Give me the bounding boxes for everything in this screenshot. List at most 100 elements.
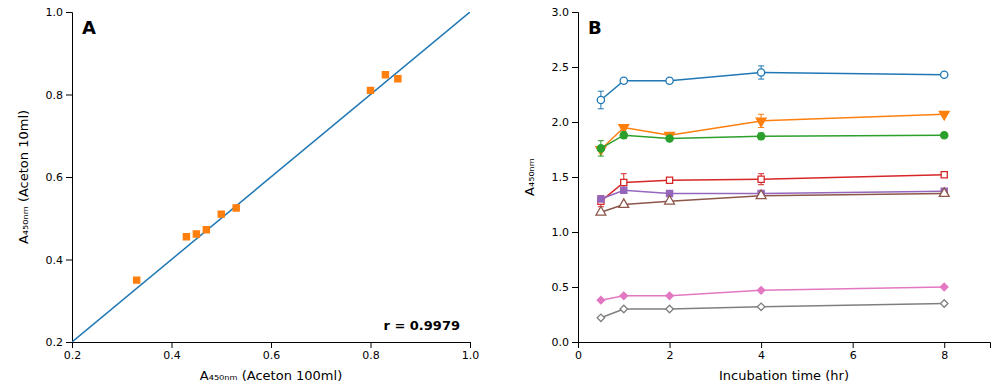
error-bar-line: [598, 140, 604, 141]
series: [134, 72, 401, 284]
tick-label: 0.2: [64, 349, 82, 362]
panel-label: B: [588, 17, 602, 38]
tick-label: 0.8: [46, 89, 64, 102]
x-axis-title: Incubation time (hr): [719, 368, 849, 383]
tick-mark: [66, 95, 72, 96]
point: [218, 211, 224, 217]
tick-label: 1.0: [462, 349, 480, 362]
point: [597, 145, 604, 152]
error-bar: [758, 133, 764, 140]
x-axis-title: A₄₅₀ₙₘ (Aceton 100ml): [200, 368, 342, 383]
point: [596, 207, 606, 216]
point: [757, 287, 764, 294]
tick: 2.5: [552, 61, 579, 74]
point: [203, 227, 209, 233]
plot-area: [596, 66, 949, 322]
tick-mark: [66, 342, 72, 343]
tick-label: 2.0: [552, 116, 570, 129]
point: [367, 87, 373, 93]
tick: 2: [667, 342, 674, 362]
tick: 0.5: [552, 281, 579, 294]
error-bar-line: [758, 79, 764, 80]
tick-mark: [572, 342, 578, 343]
error-bar: [598, 196, 604, 207]
tick: 0.2: [64, 342, 82, 362]
tick-mark: [853, 342, 854, 348]
tick-label: 0.4: [163, 349, 181, 362]
tick-mark: [371, 342, 372, 348]
error-bar-line: [758, 173, 764, 174]
error-bar-line: [598, 156, 604, 157]
point: [666, 305, 673, 312]
point: [758, 176, 764, 182]
point: [757, 69, 764, 76]
tick-mark: [470, 342, 471, 348]
point: [193, 231, 199, 237]
series: [597, 283, 948, 304]
tick: 1.0: [46, 6, 73, 19]
series: [598, 172, 947, 207]
tick-mark: [572, 12, 578, 13]
texts: A₄₅₀ₙₘ (Aceton 100ml) A₄₅₀ₙₘ (Aceton 10ml…: [16, 17, 460, 383]
series: [597, 300, 948, 322]
tick: 0.8: [46, 89, 73, 102]
panel: 024680.00.51.01.52.02.53.0Incubation tim…: [522, 6, 991, 383]
point: [620, 77, 627, 84]
line: [601, 194, 944, 213]
tick-mark: [572, 177, 578, 178]
point: [597, 296, 604, 303]
axis-line: [572, 13, 579, 343]
tick-label: 0.6: [46, 171, 64, 184]
series: [597, 132, 948, 157]
y-axis-title: A₄₅₀ₙₘ: [522, 158, 537, 196]
point: [941, 71, 948, 78]
annotation: r = 0.9979: [383, 318, 460, 333]
point: [939, 111, 949, 120]
tick: 1.0: [552, 226, 579, 239]
tick-label: 0.6: [263, 349, 281, 362]
tick-label: 0.8: [362, 349, 380, 362]
tick: 0.0: [552, 336, 579, 349]
axis-line: [579, 343, 991, 349]
point: [233, 205, 239, 211]
line: [601, 304, 944, 318]
line: [601, 287, 944, 300]
tick-mark: [66, 260, 72, 261]
tick: 0.8: [362, 342, 380, 362]
tick: 1.5: [552, 171, 579, 184]
tick-mark: [572, 232, 578, 233]
tick-label: 8: [941, 349, 948, 362]
tick: 0.2: [46, 336, 73, 349]
tick: 6: [850, 342, 857, 362]
tick-label: 1.5: [552, 171, 570, 184]
tick-label: 1.0: [46, 6, 64, 19]
error-bar: [598, 91, 604, 109]
error-bar-line: [598, 91, 604, 92]
point: [756, 190, 766, 199]
tick-mark: [572, 287, 578, 288]
point: [941, 132, 948, 139]
point: [134, 277, 140, 283]
y-axis-title: A₄₅₀ₙₘ (Aceton 10ml): [16, 110, 31, 244]
tick: 2.0: [552, 116, 579, 129]
line: [601, 73, 944, 101]
point: [666, 135, 673, 142]
tick: 0.4: [163, 342, 181, 362]
tick-label: 6: [850, 349, 857, 362]
tick: 8: [941, 342, 948, 362]
error-bar-line: [758, 184, 764, 185]
point: [666, 177, 672, 183]
tick-mark: [172, 342, 173, 348]
tick-mark: [944, 342, 945, 348]
tick-mark: [66, 12, 72, 13]
tick-mark: [66, 177, 72, 178]
point: [620, 132, 627, 139]
tick-label: 4: [758, 349, 765, 362]
point: [666, 292, 673, 299]
tick-mark: [572, 67, 578, 68]
error-bar: [758, 66, 764, 79]
tick-mark: [761, 342, 762, 348]
point: [621, 187, 627, 193]
tick-label: 2: [667, 349, 674, 362]
point: [382, 72, 388, 78]
